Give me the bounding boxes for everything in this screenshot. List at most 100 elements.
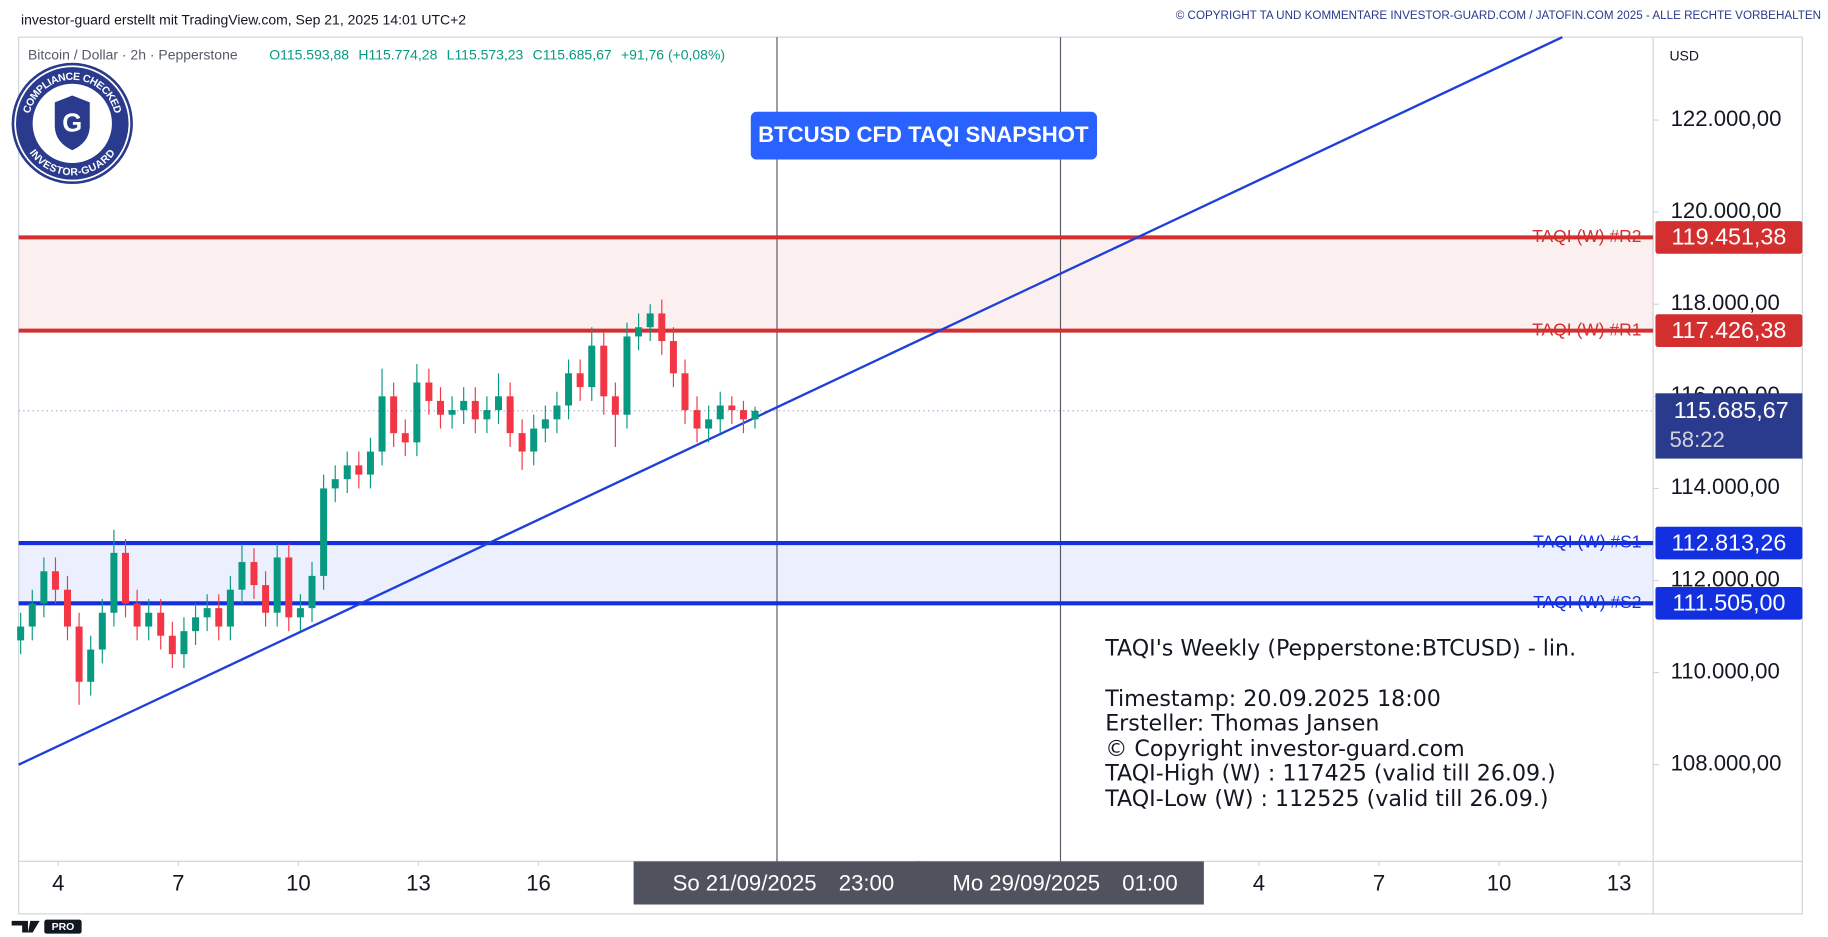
candle-body — [495, 396, 503, 411]
candle-body — [716, 405, 724, 420]
x-tick-label: 13 — [1607, 871, 1632, 896]
candle-body — [180, 631, 188, 655]
ohlc-value: C115.685,67 — [533, 46, 612, 62]
level-price-bg — [1655, 314, 1803, 347]
marker-date: Mo 29/09/2025 — [952, 871, 1100, 896]
candle-body — [669, 341, 677, 374]
candle-body — [122, 552, 130, 604]
candle-body — [355, 465, 363, 475]
candle-body — [331, 479, 339, 489]
candle-body — [506, 396, 514, 434]
y-tick-label: 122.000,00 — [1671, 106, 1782, 131]
currency: USD — [1669, 48, 1699, 64]
x-tick-label: 4 — [52, 871, 64, 896]
x-tick-label: 7 — [172, 871, 184, 896]
header-left: investor-guard erstellt mit TradingView.… — [21, 12, 466, 28]
candle-body — [273, 557, 281, 613]
level-name: TAQI (W) #R1 — [1532, 319, 1641, 339]
candle-body — [343, 465, 351, 480]
candle-body — [425, 382, 433, 401]
candle-body — [75, 626, 83, 682]
annotation-line: Ersteller: Thomas Jansen — [1105, 710, 1379, 736]
ohlc-value: L115.573,23 — [447, 46, 524, 62]
candle-body — [658, 313, 666, 342]
annotation-line: © Copyright investor-guard.com — [1105, 736, 1465, 762]
x-tick-label: 7 — [1373, 871, 1385, 896]
candle-body — [168, 635, 176, 655]
level-price-bg — [1655, 586, 1803, 620]
badge-ring-inner — [14, 65, 131, 182]
last-price: 115.685,67 — [1674, 397, 1789, 423]
candle-body — [296, 608, 304, 618]
candle-body — [541, 419, 549, 429]
candle-body — [681, 373, 689, 411]
zone — [18, 237, 1654, 331]
candle-body — [51, 571, 59, 590]
candle-body — [390, 396, 398, 434]
marker-date: So 21/09/2025 — [673, 871, 817, 896]
y-tick-label: 108.000,00 — [1671, 751, 1782, 776]
logo-mark — [11, 920, 40, 933]
marker-time: 23:00 — [839, 871, 894, 896]
candle-body — [693, 410, 701, 429]
candle-body — [565, 373, 573, 406]
candle-body — [588, 345, 596, 388]
x-tick-label: 4 — [1253, 871, 1265, 896]
candle-body — [530, 428, 538, 452]
level-name: TAQI (W) #S1 — [1533, 532, 1641, 552]
candle-body — [378, 396, 386, 452]
candle-body — [285, 557, 293, 618]
annotation-line: TAQI-Low (W) : 112525 (valid till 26.09.… — [1104, 786, 1548, 812]
candle-body — [203, 608, 211, 618]
y-tick-label: 120.000,00 — [1671, 198, 1782, 223]
ohlc-value: O115.593,88 — [269, 46, 349, 62]
candle-body — [63, 589, 71, 627]
annotation-line: Timestamp: 20.09.2025 18:00 — [1104, 686, 1441, 712]
level-name: TAQI (W) #R2 — [1532, 226, 1641, 246]
badge: COMPLIANCE CHECKED INVESTOR-GUARD G — [11, 62, 133, 185]
candle-body — [226, 589, 234, 627]
candle-body — [611, 396, 619, 415]
logo-pro-bg — [44, 919, 82, 934]
symbol: Bitcoin / Dollar · 2h · Pepperstone — [28, 46, 238, 62]
ohlc-value: +91,76 (+0,08%) — [621, 46, 725, 62]
candle-body — [17, 626, 25, 641]
candle-body — [87, 649, 95, 682]
level-name: TAQI (W) #S2 — [1533, 592, 1641, 612]
frame — [18, 36, 1803, 915]
candle-body — [576, 373, 584, 388]
level-price: 112.813,26 — [1671, 529, 1786, 555]
title-bg — [750, 111, 1098, 160]
tv-logo: PRO — [11, 919, 82, 934]
candle-body — [366, 451, 374, 475]
level-price: 111.505,00 — [1672, 590, 1785, 616]
candle-body — [646, 313, 654, 328]
candle-body — [705, 419, 713, 429]
candle-body — [739, 410, 747, 420]
candle-body — [28, 603, 36, 627]
x-tick-label: 10 — [1487, 871, 1512, 896]
candle-body — [320, 488, 328, 576]
y-tick-label: 114.000,00 — [1671, 474, 1780, 499]
header-right: © COPYRIGHT TA UND KOMMENTARE INVESTOR-G… — [1176, 9, 1821, 22]
annotation-line: TAQI-High (W) : 117425 (valid till 26.09… — [1104, 760, 1556, 786]
candle-body — [460, 400, 468, 411]
title: BTCUSD CFD TAQI SNAPSHOT — [758, 122, 1089, 147]
candle-body — [133, 603, 141, 627]
y-tick-label: 110.000,00 — [1671, 658, 1780, 683]
candle-body — [635, 327, 643, 337]
marker-label-bg — [633, 861, 921, 905]
candle-body — [40, 571, 48, 604]
last-price-bg — [1655, 393, 1803, 459]
annotation-line: TAQI's Weekly (Pepperstone:BTCUSD) - lin… — [1104, 636, 1576, 662]
countdown: 58:22 — [1669, 427, 1724, 452]
candle-body — [308, 575, 316, 609]
level-price-bg — [1655, 526, 1803, 560]
candle-body — [157, 612, 165, 636]
ohlc-value: H115.774,28 — [358, 46, 437, 62]
x-tick-label: 16 — [526, 871, 551, 896]
candle-body — [471, 400, 479, 420]
candle-body — [518, 433, 526, 452]
